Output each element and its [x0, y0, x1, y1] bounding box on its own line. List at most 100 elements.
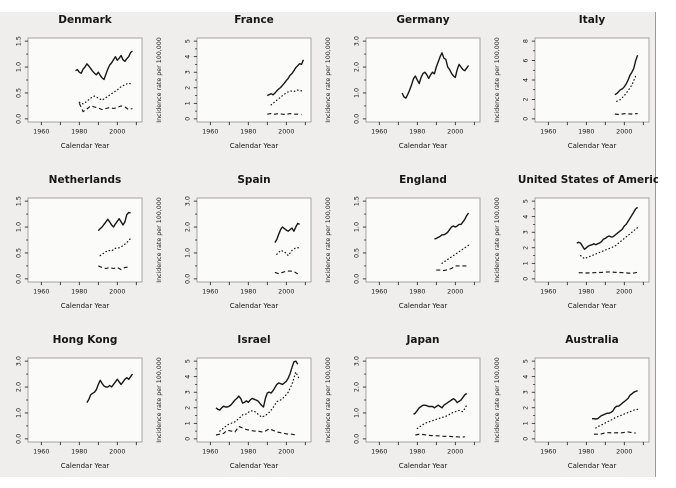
- series-dashed: [98, 265, 129, 271]
- chart-title: England: [399, 174, 447, 186]
- x-tick-label: 1980: [240, 288, 256, 296]
- chart-cell: NetherlandsIncidence rate per 100,000Cal…: [0, 168, 151, 328]
- x-axis-label: Calendar Year: [568, 302, 617, 310]
- x-axis-label: Calendar Year: [230, 462, 279, 470]
- y-tick-label: 0.0: [353, 434, 361, 444]
- x-axis-label: Calendar Year: [399, 302, 448, 310]
- series-dashed: [267, 113, 302, 116]
- y-tick-label: 1: [184, 101, 192, 105]
- plot-area: [534, 357, 650, 443]
- line-chart: England Incidence rate per 100,000 Calenda…: [325, 174, 481, 310]
- line-chart: Japan Incidence rate per 100,000 Calendar …: [325, 334, 481, 470]
- x-tick-label: 2000: [109, 288, 125, 296]
- x-axis-label: Calendar Year: [230, 302, 279, 310]
- series-solid: [401, 52, 470, 99]
- chart-title: United States of America: [518, 174, 658, 186]
- x-tick-label: 2000: [616, 448, 632, 456]
- x-tick-label: 2000: [616, 288, 632, 296]
- x-axis-label: Calendar Year: [399, 462, 448, 470]
- series-solid: [274, 222, 300, 243]
- x-tick-label: 1980: [409, 128, 425, 136]
- y-tick-label: 1: [522, 421, 530, 425]
- x-tick-label: 1980: [409, 448, 425, 456]
- y-tick-label: 1.0: [15, 408, 23, 418]
- x-tick-label: 1980: [578, 128, 594, 136]
- chart-title: Denmark: [58, 14, 113, 26]
- y-axis-label: Incidence rate per 100,000: [156, 357, 163, 443]
- y-tick-label: 1.0: [184, 248, 192, 258]
- line-chart: United States of America Incidence rate p…: [494, 174, 658, 310]
- series-dotted: [276, 247, 301, 257]
- y-tick-label: 0: [184, 437, 192, 441]
- y-tick-label: 2: [522, 246, 530, 250]
- y-axis-label: Incidence rate per 100,000: [325, 197, 332, 283]
- series-solid: [97, 211, 131, 232]
- charts-grid: Denmark Incidence rate per 100,000 Calenda…: [0, 8, 659, 488]
- x-tick-label: 1980: [71, 448, 87, 456]
- x-tick-label: 1960: [33, 288, 49, 296]
- plot-area: [365, 37, 481, 123]
- series-dashed: [215, 425, 296, 436]
- y-tick-label: 4: [522, 78, 530, 82]
- chart-cell: Israel Incidence rate per 100,000 Calendar…: [151, 328, 320, 488]
- chart-title: Hong Kong: [53, 334, 118, 346]
- y-tick-label: 0.0: [353, 274, 361, 284]
- x-axis-label: Calendar Year: [568, 142, 617, 150]
- series-dashed: [415, 433, 465, 438]
- y-tick-label: 4: [522, 215, 530, 219]
- y-tick-label: 0: [522, 117, 530, 121]
- chart-title: Germany: [396, 14, 449, 26]
- chart-cell: United States of America Incidence rate p…: [489, 168, 658, 328]
- plot-area: [196, 197, 312, 283]
- line-chart: DenmarkIncidence rate per 100,000Calenda…: [15, 14, 143, 150]
- y-tick-label: 2.0: [184, 222, 192, 232]
- series-solid: [215, 360, 299, 411]
- chart-cell: DenmarkIncidence rate per 100,000Calenda…: [0, 8, 151, 168]
- y-tick-label: 1: [184, 421, 192, 425]
- chart-cell: France Incidence rate per 100,000 Calendar…: [151, 8, 320, 168]
- y-tick-label: 0.0: [15, 274, 23, 284]
- y-axis-label: Incidence rate per 100,000: [494, 357, 501, 443]
- chart-cell: Hong KongIncidence rate per 100,000Calen…: [0, 328, 151, 488]
- x-tick-label: 1980: [71, 288, 87, 296]
- y-tick-label: 8: [522, 39, 530, 43]
- series-dashed: [614, 112, 638, 116]
- y-tick-label: 2: [522, 406, 530, 410]
- series-dotted: [616, 75, 637, 103]
- y-tick-label: 4: [184, 55, 192, 59]
- line-chart: Spain Incidence rate per 100,000 Calendar …: [156, 174, 312, 310]
- chart-title: Japan: [405, 334, 439, 346]
- y-tick-label: 1: [522, 261, 530, 265]
- plot-area: [27, 37, 143, 123]
- series-solid: [413, 392, 468, 415]
- y-tick-label: 5: [184, 359, 192, 363]
- y-tick-label: 0: [522, 437, 530, 441]
- x-tick-label: 1960: [202, 128, 218, 136]
- chart-cell: Italy Incidence rate per 100,000 Calendar …: [489, 8, 658, 168]
- y-tick-label: 0.5: [15, 88, 23, 98]
- y-tick-label: 2: [184, 86, 192, 90]
- y-tick-label: 4: [184, 375, 192, 379]
- y-tick-label: 0.0: [15, 114, 23, 124]
- series-dashed: [78, 103, 133, 113]
- x-tick-label: 1960: [540, 448, 556, 456]
- y-tick-label: 0.0: [184, 274, 192, 284]
- y-tick-label: 3.0: [15, 356, 23, 366]
- plot-area: [365, 357, 481, 443]
- chart-cell: Germany Incidence rate per 100,000 Calenda…: [320, 8, 489, 168]
- y-axis-label: Incidence rate per 100,000: [156, 37, 163, 123]
- series-solid: [266, 59, 305, 97]
- x-tick-label: 2000: [278, 288, 294, 296]
- series-dashed: [593, 431, 636, 435]
- plot-area: [196, 37, 312, 123]
- y-tick-label: 4: [522, 375, 530, 379]
- y-tick-label: 1.5: [15, 36, 23, 46]
- y-tick-label: 0: [522, 277, 530, 281]
- series-solid: [592, 390, 638, 420]
- y-axis-label: Incidence rate per 100,000: [494, 197, 501, 283]
- plot-area: [365, 197, 481, 283]
- series-solid: [614, 54, 639, 96]
- y-tick-label: 5: [522, 199, 530, 203]
- y-tick-label: 2.0: [353, 382, 361, 392]
- x-tick-label: 2000: [447, 288, 463, 296]
